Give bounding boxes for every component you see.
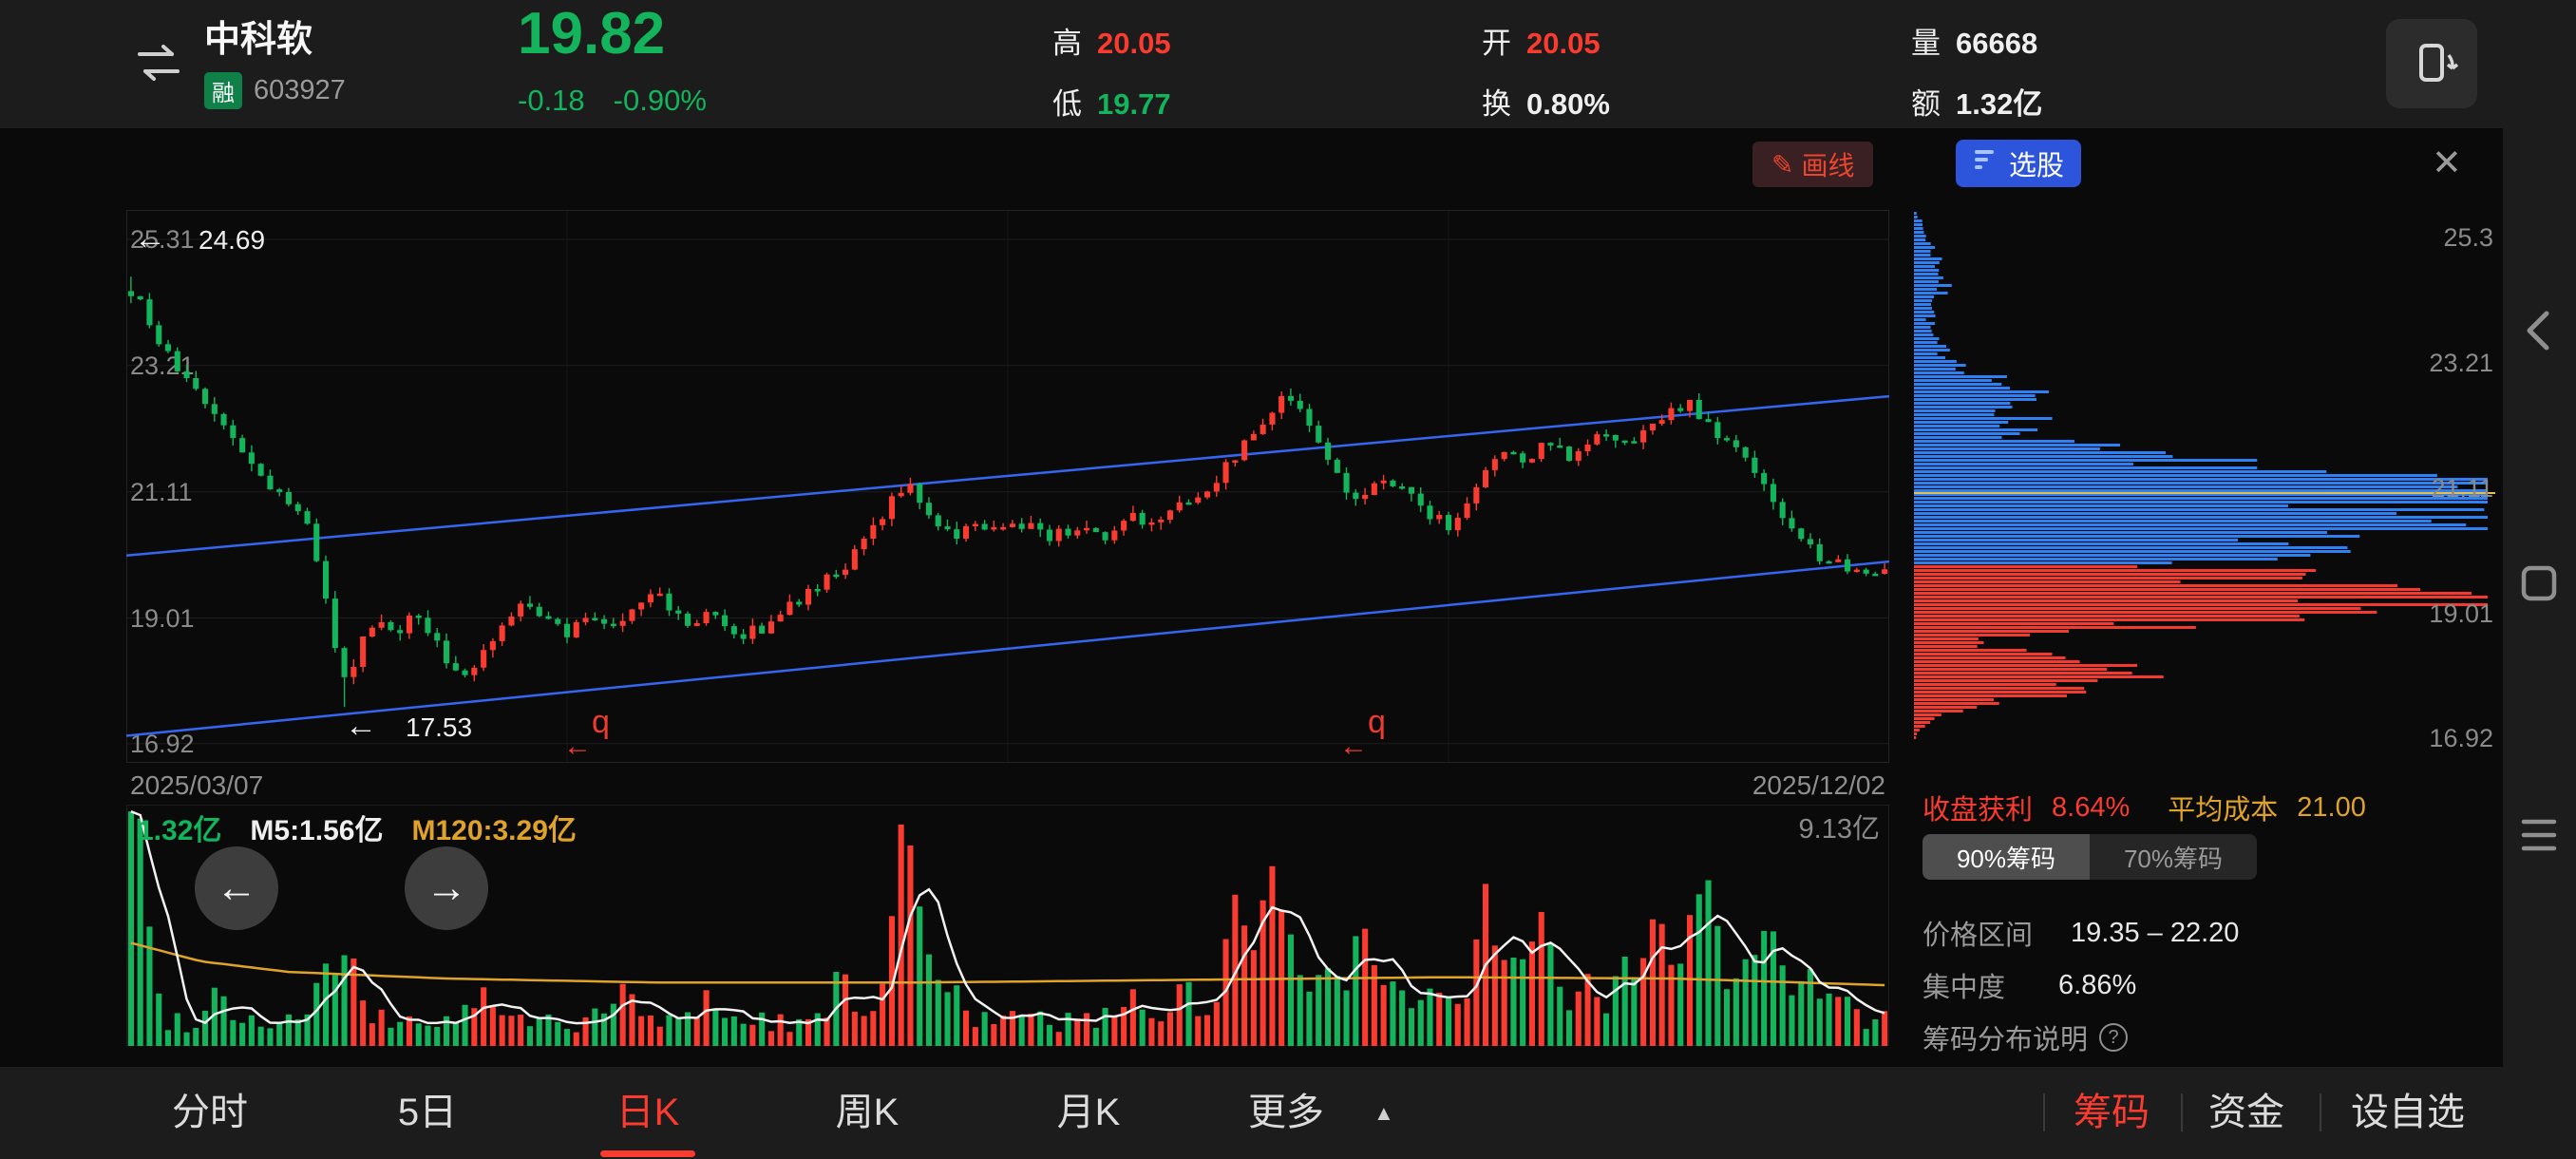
volume-max: 9.13亿 xyxy=(1798,814,1880,845)
svg-text:q: q xyxy=(1368,704,1386,740)
tab-daily-k[interactable]: 日K xyxy=(616,1092,680,1133)
svg-text:21.11: 21.11 xyxy=(130,478,193,506)
tab-monthly-k[interactable]: 月K xyxy=(1056,1092,1121,1133)
stock-name: 中科软 xyxy=(204,20,313,60)
avg-cost-value: 21.00 xyxy=(2297,791,2366,823)
price-change: -0.18 -0.90% xyxy=(518,84,707,118)
current-price: 19.82 xyxy=(518,1,666,66)
stat-volume: 量 66668 xyxy=(1911,27,2038,60)
stat-amount: 额 1.32亿 xyxy=(1911,87,2043,121)
volume-legend: 1.32亿 M5:1.56亿 M120:3.29亿 xyxy=(138,807,577,848)
chip-price-label: 23.21 xyxy=(2429,349,2493,377)
kline-chart[interactable]: 25.31 23.21 21.11 19.01 16.92 ← 24.69 ← 17.53 q ← q… xyxy=(125,210,1890,763)
stat-open: 开 20.05 xyxy=(1482,27,1601,60)
bottom-tab-bar: 分时 5日 日K 周K 月K 更多 ▲ 筹码 资金 设自选 xyxy=(0,1067,2576,1159)
tab-add-watchlist[interactable]: 设自选 xyxy=(2351,1092,2465,1133)
volume-m5: M5:1.56亿 xyxy=(250,815,384,846)
margin-badge: 融 xyxy=(204,72,242,109)
chip-price-label: 19.01 xyxy=(2429,599,2493,628)
price-range-row: 价格区间 19.35 – 22.20 xyxy=(1923,917,2240,952)
stat-high: 高 20.05 xyxy=(1052,27,1171,60)
change-percent: -0.90% xyxy=(613,84,707,117)
pan-left-button[interactable]: ← xyxy=(195,846,278,930)
help-icon[interactable]: ? xyxy=(2099,1023,2129,1052)
pan-right-button[interactable]: → xyxy=(405,846,488,930)
date-start: 2025/03/07 xyxy=(130,770,264,800)
change-amount: -0.18 xyxy=(518,84,585,117)
tab-funds[interactable]: 资金 xyxy=(2208,1092,2284,1133)
chip-help-row: 筹码分布说明 ? xyxy=(1923,1017,2129,1057)
filter-icon xyxy=(1973,147,1999,180)
close-profit-value: 8.64% xyxy=(2052,791,2131,823)
close-icon[interactable]: ✕ xyxy=(2432,143,2462,183)
svg-text:24.69: 24.69 xyxy=(199,225,265,255)
svg-text:←: ← xyxy=(345,708,377,744)
chip-panel: 选股 ✕ 25.3 23.21 21.11 19.01 16.92 收盘获利 8… xyxy=(1914,128,2503,1067)
date-end: 2025/12/02 xyxy=(1752,770,1885,800)
svg-text:23.21: 23.21 xyxy=(130,352,195,380)
divider xyxy=(2043,1093,2045,1131)
stat-low: 低 19.77 xyxy=(1052,87,1171,121)
chart-area: ✎ 画线 25.31 23.21 21.11 19.01 16.92 ← 24.69 ← 17.… xyxy=(0,128,2503,1067)
concentration-row: 集中度 6.86% xyxy=(1923,969,2137,1004)
tab-90-percent-chip[interactable]: 90%筹码 xyxy=(1923,834,2090,880)
chip-price-label: 21.11 xyxy=(2431,474,2493,503)
recents-icon[interactable] xyxy=(2516,808,2562,866)
date-range: 2025/03/07 2025/12/02 xyxy=(126,770,1889,805)
price-range-value: 19.35 – 22.20 xyxy=(2071,917,2240,948)
kline-canvas: 25.31 23.21 21.11 19.01 16.92 ← 24.69 ← 17.53 q ← q… xyxy=(125,210,1890,763)
svg-text:←: ← xyxy=(1339,731,1368,762)
tab-70-percent-chip[interactable]: 70%筹码 xyxy=(2090,834,2257,880)
rotate-screen-button[interactable] xyxy=(2386,19,2477,108)
chip-range-tabs: 90%筹码 70%筹码 xyxy=(1923,834,2257,880)
chip-price-label: 25.3 xyxy=(2443,223,2493,252)
volume-m120: M120:3.29亿 xyxy=(411,815,577,846)
volume-current: 1.32亿 xyxy=(138,815,222,846)
svg-text:19.01: 19.01 xyxy=(130,604,195,633)
svg-text:q: q xyxy=(592,704,610,740)
home-icon[interactable] xyxy=(2516,557,2562,615)
divider xyxy=(2181,1093,2183,1131)
svg-text:25.31: 25.31 xyxy=(130,225,195,254)
stat-turnover-rate: 换 0.80% xyxy=(1482,87,1610,121)
active-tab-underline xyxy=(600,1150,695,1157)
pencil-icon: ✎ xyxy=(1771,149,1794,180)
tab-more[interactable]: 更多 xyxy=(1248,1092,1324,1133)
rotate-screen-icon xyxy=(2405,36,2459,92)
volume-canvas xyxy=(126,805,1889,1046)
profit-row: 收盘获利 8.64% 平均成本 21.00 xyxy=(1923,791,2366,826)
svg-text:←: ← xyxy=(134,220,166,256)
tab-5day[interactable]: 5日 xyxy=(397,1092,458,1133)
stock-code: 603927 xyxy=(254,75,346,105)
chip-distribution xyxy=(1914,210,2495,755)
android-nav-bar xyxy=(2503,0,2576,1159)
draw-line-button[interactable]: ✎ 画线 xyxy=(1752,142,1874,187)
back-icon[interactable] xyxy=(2516,304,2562,362)
volume-chart[interactable]: 1.32亿 M5:1.56亿 M120:3.29亿 9.13亿 xyxy=(126,805,1889,1046)
divider xyxy=(2320,1093,2321,1131)
chip-price-label: 16.92 xyxy=(2429,724,2493,752)
stock-switch-icon[interactable] xyxy=(133,42,182,88)
stock-picker-button[interactable]: 选股 xyxy=(1956,140,2082,187)
chevron-up-icon: ▲ xyxy=(1373,1101,1394,1125)
top-bar: 中科软 融 603927 19.82 -0.18 -0.90% 高 20.05 … xyxy=(0,0,2576,128)
tab-chips[interactable]: 筹码 xyxy=(2074,1092,2150,1133)
svg-text:17.53: 17.53 xyxy=(406,712,472,742)
concentration-value: 6.86% xyxy=(2058,969,2137,1000)
tab-weekly-k[interactable]: 周K xyxy=(835,1092,900,1133)
tab-minute[interactable]: 分时 xyxy=(172,1092,248,1133)
chip-canvas xyxy=(1914,210,2495,755)
svg-text:←: ← xyxy=(563,731,592,762)
